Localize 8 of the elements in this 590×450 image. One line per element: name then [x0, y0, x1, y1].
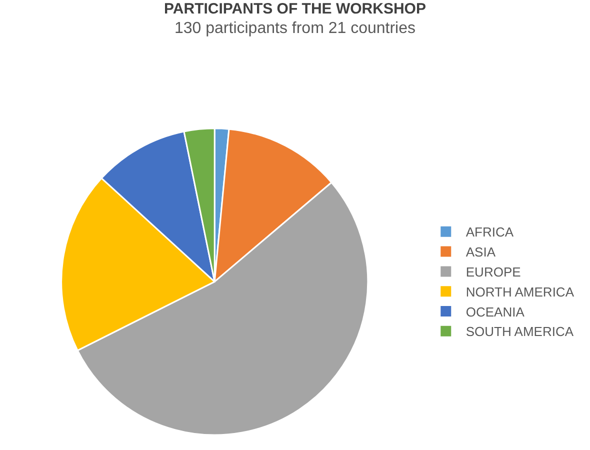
chart-subtitle: 130 participants from 21 countries [174, 20, 416, 37]
legend-label: AFRICA [466, 224, 514, 240]
chart-title: PARTICIPANTS OF THE WORKSHOP [164, 0, 426, 18]
legend-label: OCEANIA [466, 304, 525, 320]
legend-label: NORTH AMERICA [466, 284, 574, 300]
legend-label: ASIA [466, 244, 496, 260]
legend-label: SOUTH AMERICA [466, 324, 574, 340]
legend-label: EUROPE [466, 264, 522, 280]
